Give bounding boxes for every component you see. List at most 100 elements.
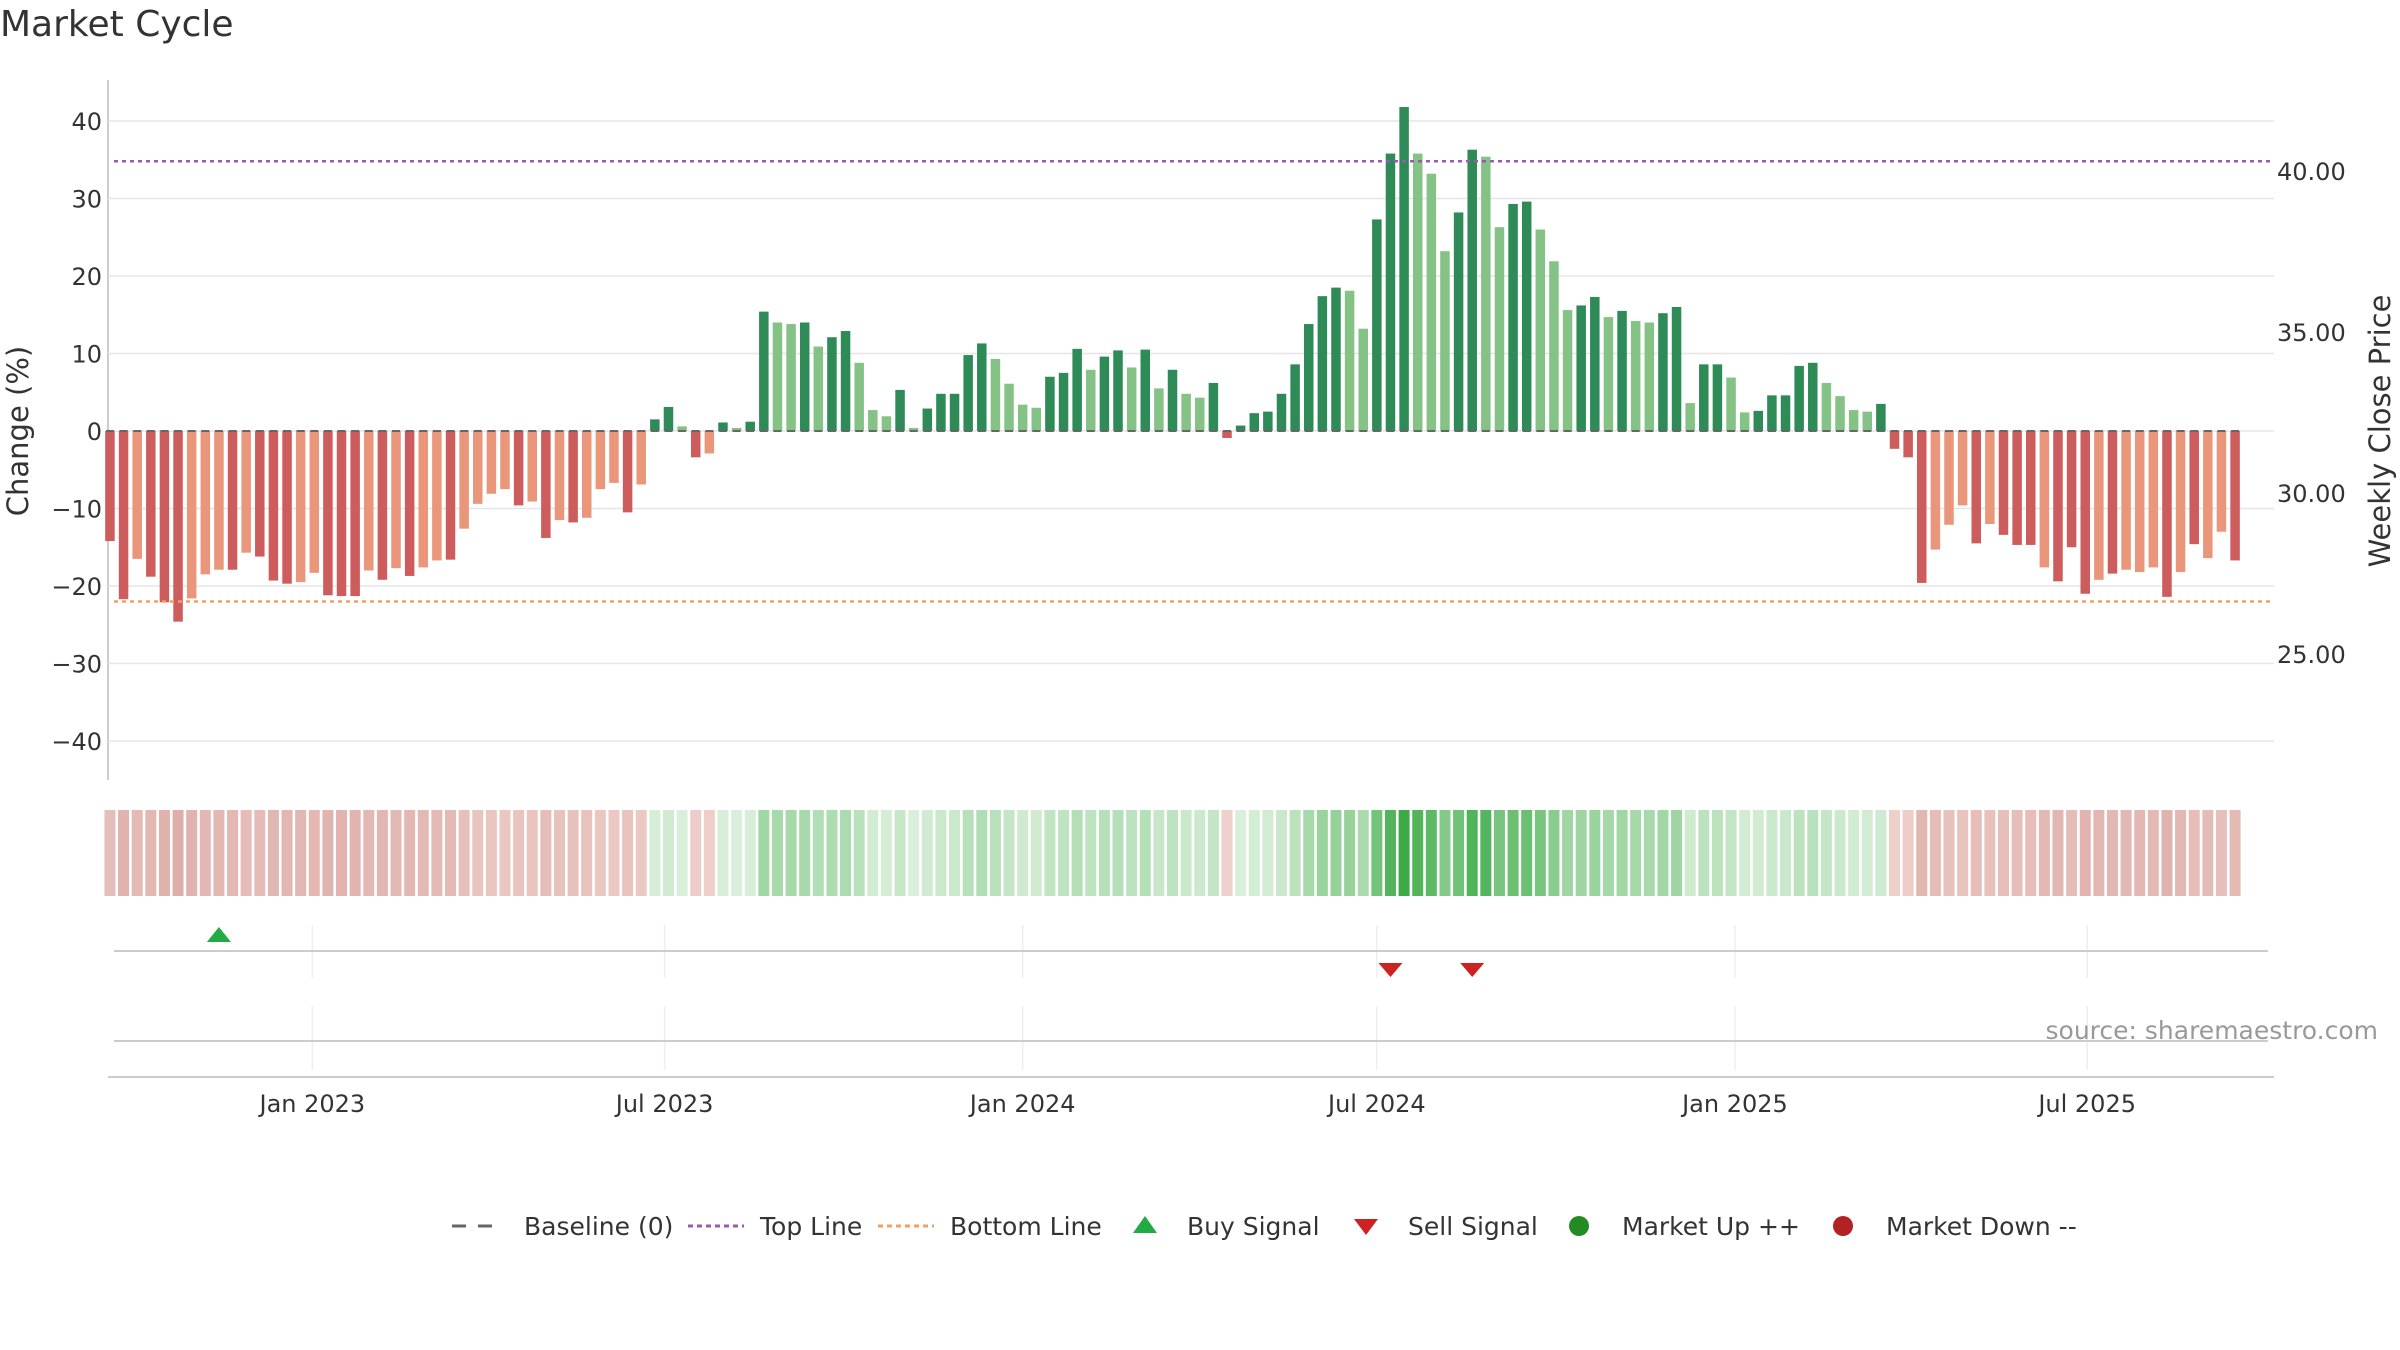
- change-bar: [677, 426, 687, 431]
- heat-cell: [1766, 810, 1778, 896]
- y2-tick-label: 25.00: [2277, 641, 2346, 669]
- change-bar: [473, 431, 483, 504]
- heat-cell: [1916, 810, 1928, 896]
- y2-tick-label: 40.00: [2277, 158, 2346, 186]
- change-bar: [459, 431, 469, 529]
- heat-cell: [1139, 810, 1151, 896]
- change-bar: [1603, 317, 1614, 431]
- change-bar: [2012, 431, 2022, 545]
- legend-label: Baseline (0): [524, 1212, 673, 1241]
- change-bar: [1126, 367, 1137, 431]
- heat-cell: [2093, 810, 2105, 896]
- heat-cell: [2079, 810, 2091, 896]
- heat-cell: [1698, 810, 1710, 896]
- heat-cell: [172, 810, 184, 896]
- heat-cell: [976, 810, 988, 896]
- x-tick-label: Jul 2024: [1326, 1090, 1426, 1118]
- change-bar: [1426, 173, 1437, 431]
- heat-cell: [731, 810, 743, 896]
- heat-cell: [1589, 810, 1601, 896]
- heat-cell: [1848, 810, 1860, 896]
- heat-cell: [336, 810, 348, 896]
- heat-cell: [1044, 810, 1056, 896]
- change-bar: [445, 431, 456, 560]
- y-tick-label: 10: [71, 341, 102, 369]
- grid-layer: [107, 80, 2274, 780]
- change-bar: [1590, 296, 1600, 431]
- change-bar: [132, 431, 142, 559]
- change-bar: [868, 410, 878, 431]
- change-bar: [1181, 393, 1191, 431]
- heat-cell: [1112, 810, 1124, 896]
- change-bar: [1998, 431, 2009, 535]
- heat-cell: [308, 810, 320, 896]
- change-bar: [309, 431, 320, 573]
- change-bar: [1113, 350, 1123, 431]
- change-bar: [1154, 388, 1164, 431]
- bar-layer: [105, 107, 2240, 622]
- heat-cell: [431, 810, 443, 896]
- change-bar: [1889, 431, 1900, 449]
- heat-cell: [1085, 810, 1097, 896]
- heat-cell: [1671, 810, 1683, 896]
- change-bar: [377, 431, 388, 580]
- y-tick-label: 30: [71, 186, 102, 214]
- change-bar: [1630, 320, 1641, 431]
- legend-item: Baseline (0): [452, 1212, 673, 1241]
- heat-cell: [1970, 810, 1982, 896]
- change-bar: [1767, 395, 1777, 431]
- change-bar: [554, 431, 565, 521]
- change-bar: [609, 431, 619, 483]
- change-bar: [581, 431, 592, 518]
- change-bar: [1263, 411, 1273, 431]
- heat-cell: [662, 810, 674, 896]
- x-tick-label: Jul 2025: [2036, 1090, 2136, 1118]
- triangle-up-icon: [1133, 1216, 1157, 1233]
- heat-cell: [458, 810, 470, 896]
- change-bar: [1944, 431, 1954, 525]
- change-bar: [1331, 287, 1341, 431]
- heat-cell: [1167, 810, 1179, 896]
- heat-cell: [2188, 810, 2200, 896]
- change-bar: [1848, 410, 1859, 431]
- heat-cell: [785, 810, 797, 896]
- change-bar: [1957, 431, 1968, 506]
- change-bar: [500, 431, 510, 490]
- heat-cell: [2229, 810, 2241, 896]
- change-bar: [2053, 431, 2063, 582]
- change-bar: [513, 431, 524, 506]
- change-bar: [745, 421, 755, 431]
- legend-item: Sell Signal: [1354, 1212, 1538, 1241]
- change-bar: [595, 431, 606, 490]
- triangle-down-icon: [1354, 1219, 1378, 1235]
- change-bar: [2025, 431, 2036, 545]
- change-bar: [200, 431, 211, 575]
- change-bar: [690, 431, 701, 458]
- change-bar: [2134, 431, 2145, 573]
- heat-cell: [908, 810, 920, 896]
- buy-signal-marker: [206, 927, 231, 942]
- y-tick-label: −20: [51, 573, 102, 601]
- heat-cell: [962, 810, 974, 896]
- x-tick-label: Jan 2024: [968, 1090, 1076, 1118]
- heat-cell: [703, 810, 715, 896]
- heat-cell: [104, 810, 116, 896]
- heat-cell: [1562, 810, 1574, 896]
- heat-cell: [1752, 810, 1764, 896]
- y-tick-label: 40: [71, 108, 102, 136]
- change-bar: [622, 431, 633, 513]
- heat-cell: [1126, 810, 1138, 896]
- x-tick-label: Jan 2023: [257, 1090, 365, 1118]
- heat-cell: [1711, 810, 1723, 896]
- heat-cell: [2038, 810, 2050, 896]
- legend-label: Buy Signal: [1187, 1212, 1320, 1241]
- change-bar: [1658, 313, 1668, 431]
- heat-cell: [2106, 810, 2118, 896]
- change-bar: [704, 431, 715, 454]
- change-bar: [2107, 431, 2118, 574]
- heat-cell: [376, 810, 388, 896]
- heat-cell: [1153, 810, 1165, 896]
- heat-cell: [472, 810, 484, 896]
- change-bar: [1017, 404, 1028, 431]
- heat-cell: [1058, 810, 1070, 896]
